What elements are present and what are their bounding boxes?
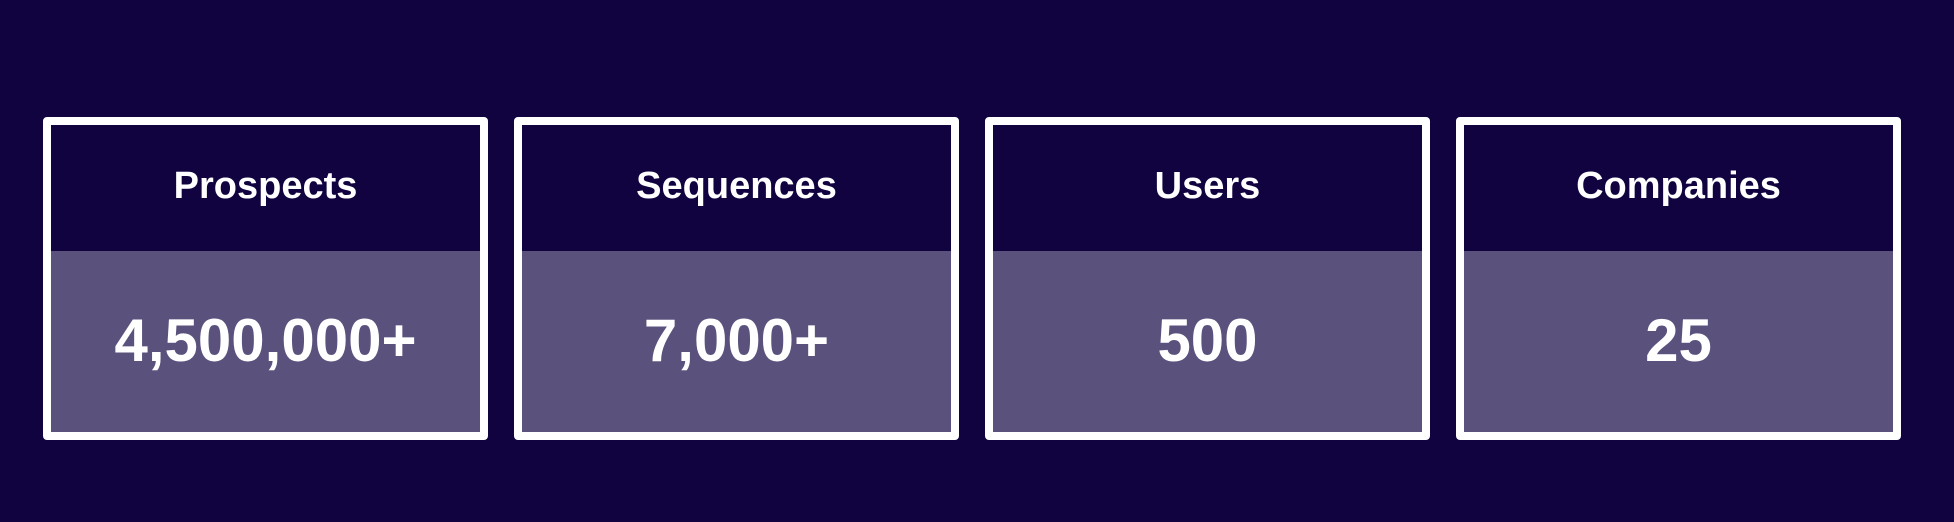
stat-card-sequences: Sequences 7,000+ [514,117,959,440]
stat-value-prospects: 4,500,000+ [114,306,417,374]
stat-label-companies: Companies [1576,165,1781,207]
stat-value-panel-sequences: 7,000+ [522,251,951,432]
stat-label-prospects: Prospects [173,165,358,207]
stat-value-panel-users: 500 [993,251,1422,432]
stat-label-sequences: Sequences [636,165,837,207]
stats-row: Prospects 4,500,000+ Sequences 7,000+ Us… [43,117,1902,440]
stat-value-users: 500 [1157,306,1258,374]
stat-label-users: Users [1154,165,1261,207]
stat-value-sequences: 7,000+ [643,306,830,374]
stat-value-panel-prospects: 4,500,000+ [51,251,480,432]
stat-value-panel-companies: 25 [1464,251,1893,432]
stat-value-companies: 25 [1645,306,1712,374]
stat-card-companies: Companies 25 [1456,117,1901,440]
stat-card-prospects: Prospects 4,500,000+ [43,117,488,440]
stat-card-users: Users 500 [985,117,1430,440]
